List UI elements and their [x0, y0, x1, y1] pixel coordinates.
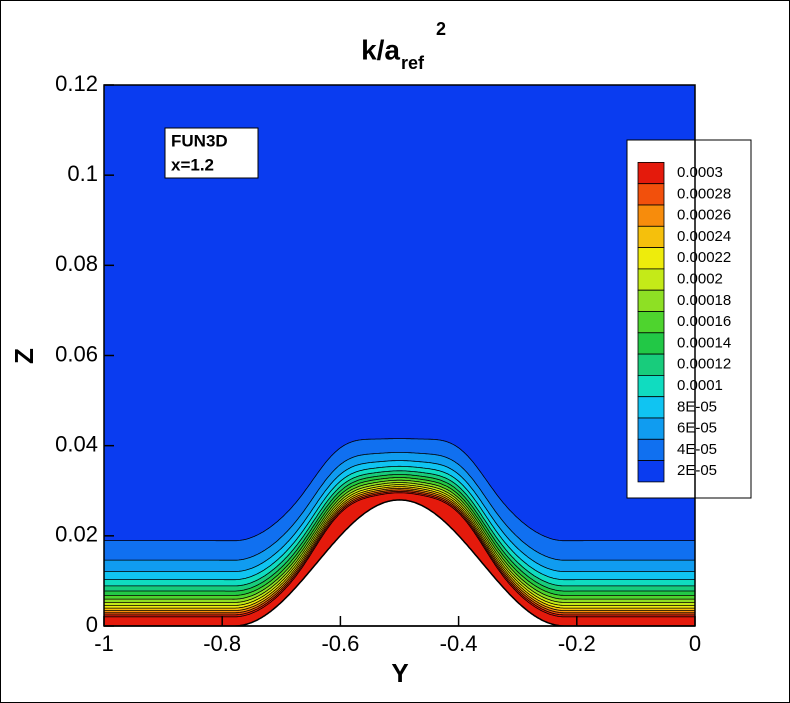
legend-swatch: [637, 225, 665, 249]
annotation: x=1.2: [171, 155, 214, 174]
legend-label: 2E-05: [677, 462, 717, 479]
legend-swatch: [637, 183, 665, 206]
contour-line: [104, 487, 695, 611]
legend-swatch: [637, 353, 665, 376]
legend-swatch: [637, 374, 665, 398]
y-tick-label: 0.06: [55, 341, 98, 366]
x-axis-label: Y: [391, 658, 408, 688]
contour-line: [104, 492, 695, 618]
y-tick-label: 0.04: [55, 431, 98, 456]
legend-label: 0.00026: [677, 207, 731, 224]
legend-swatch: [637, 204, 665, 227]
contour-line: [104, 477, 695, 596]
y-tick-label: 0.08: [55, 251, 98, 276]
contour-band: [104, 488, 695, 626]
chart-title-superscript: 2: [436, 19, 446, 39]
chart-title: k/a: [361, 34, 400, 65]
contour-line: [104, 452, 695, 561]
contour-line: [104, 460, 695, 572]
legend-swatch: [637, 332, 665, 355]
legend-label: 6E-05: [677, 420, 717, 437]
legend-label: 0.00012: [677, 356, 731, 373]
legend-label: 0.00022: [677, 249, 731, 266]
legend-label: 4E-05: [677, 441, 717, 458]
legend-swatch: [637, 438, 665, 461]
contour-band: [104, 474, 695, 626]
legend-label: 0.00018: [677, 292, 731, 309]
legend-label: 0.00028: [677, 185, 731, 202]
contour-line: [104, 438, 695, 542]
x-tick-label: -0.8: [203, 631, 241, 656]
contour-line: [104, 491, 695, 616]
legend-label: 0.0002: [677, 270, 723, 287]
legend-label: 0.00016: [677, 313, 731, 330]
legend-swatch: [637, 289, 665, 312]
annotation: FUN3D: [171, 131, 228, 150]
legend-swatch: [637, 311, 665, 334]
y-axis-label: Z: [9, 348, 39, 364]
y-tick-label: 0.1: [67, 161, 98, 186]
contour-line: [104, 482, 695, 603]
contour-line: [104, 465, 695, 581]
legend-swatch: [637, 161, 665, 185]
contour-line: [104, 474, 695, 592]
legend-label: 0.00024: [677, 228, 731, 245]
contour-line: [104, 479, 695, 600]
x-tick-label: 0: [689, 631, 701, 656]
legend-swatch: [637, 417, 665, 440]
legend-label: 0.00014: [677, 334, 731, 351]
legend-swatch: [637, 460, 665, 483]
x-tick-label: -1: [94, 631, 114, 656]
legend-swatch: [637, 268, 665, 291]
contour-line: [104, 470, 695, 587]
y-tick-label: 0.12: [55, 71, 98, 96]
contour-line: [104, 486, 695, 609]
x-tick-label: -0.6: [321, 631, 359, 656]
legend-swatch: [637, 396, 665, 419]
legend-label: 8E-05: [677, 398, 717, 415]
contour-line: [104, 484, 695, 606]
contour-line: [104, 489, 695, 614]
legend-entries: 0.0003 0.00028 0.00026 0.00024 0.00022 0.0002…: [637, 161, 731, 483]
legend-swatch: [637, 247, 665, 270]
chart-title-subscript: ref: [401, 53, 425, 73]
annotation-box: [164, 127, 259, 179]
y-tick-label: 0: [86, 612, 98, 637]
legend-label: 0.0003: [677, 164, 723, 181]
y-tick-label: 0.02: [55, 522, 98, 547]
legend-label: 0.0001: [677, 377, 723, 394]
x-tick-label: -0.4: [440, 631, 478, 656]
x-tick-label: -0.2: [558, 631, 596, 656]
